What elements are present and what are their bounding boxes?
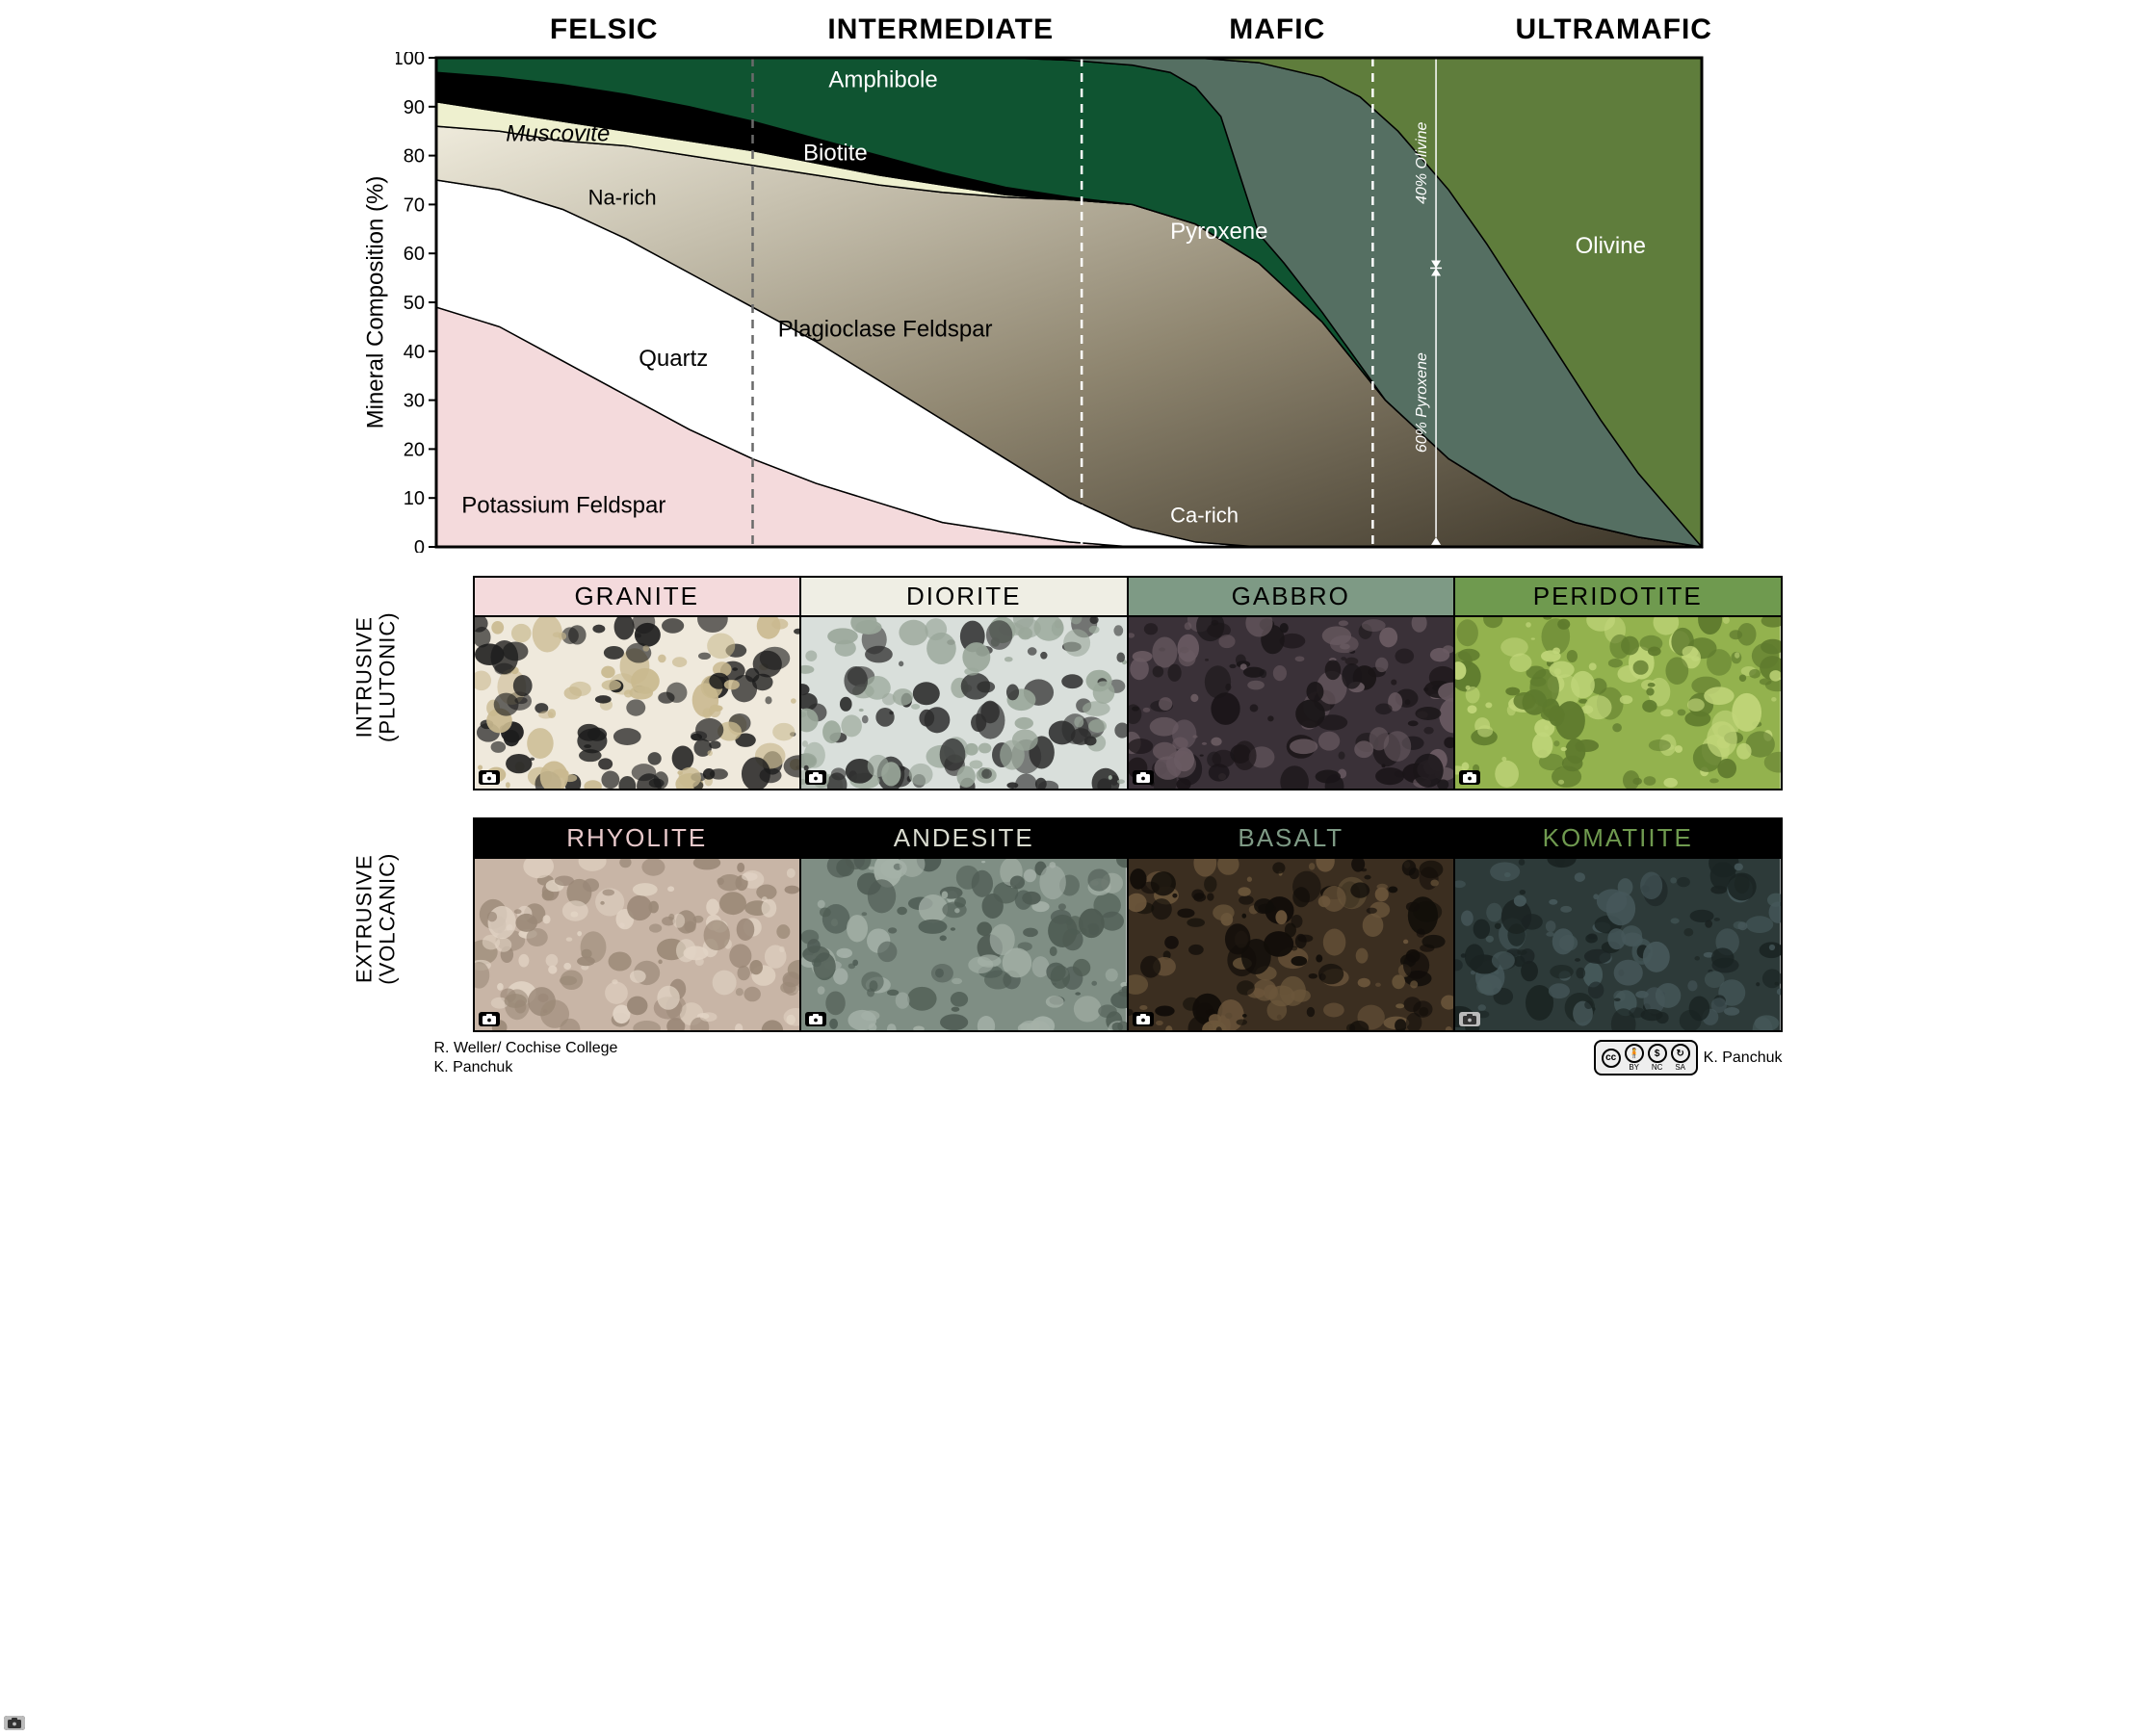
svg-text:70: 70: [403, 194, 424, 216]
rock-name: ANDESITE: [801, 819, 1127, 857]
svg-text:Potassium Feldspar: Potassium Feldspar: [461, 492, 665, 518]
rock-texture: [475, 615, 800, 789]
rock-texture: [475, 857, 800, 1030]
license-badge: cc🧍BY$NC↻SA K. Panchuk: [1594, 1040, 1783, 1075]
svg-text:Plagioclase Feldspar: Plagioclase Feldspar: [777, 317, 992, 343]
composition-header: ULTRAMAFIC: [1446, 10, 1783, 52]
rock-cell: GABBRO: [1129, 578, 1456, 789]
rock-name: PERIDOTITE: [1455, 578, 1781, 615]
camera-icon: [1133, 1012, 1154, 1026]
rock-cell: DIORITE: [801, 578, 1129, 789]
rock-texture: [1455, 615, 1781, 789]
composition-header: INTERMEDIATE: [772, 10, 1109, 52]
svg-text:Ca-rich: Ca-rich: [1170, 504, 1239, 528]
svg-text:Pyroxene: Pyroxene: [1170, 219, 1267, 245]
rock-texture: [801, 857, 1127, 1030]
camera-icon: [479, 1012, 500, 1026]
svg-text:Quartz: Quartz: [639, 346, 708, 372]
svg-text:40% Olivine: 40% Olivine: [1414, 121, 1430, 203]
rock-name: RHYOLITE: [475, 819, 800, 857]
extrusive-side-label: EXTRUSIVE(VOLCANIC): [357, 806, 396, 1032]
rock-cell: GRANITE: [475, 578, 802, 789]
rock-cell: BASALT: [1129, 819, 1456, 1030]
intrusive-side-label: INTRUSIVE(PLUTONIC): [357, 564, 396, 790]
svg-text:30: 30: [403, 391, 424, 412]
rock-cell: ANDESITE: [801, 819, 1129, 1030]
svg-text:Olivine: Olivine: [1575, 233, 1645, 259]
photo-credits: R. Weller/ Cochise CollegeK. Panchuk: [434, 1040, 618, 1078]
rock-name: BASALT: [1129, 819, 1454, 857]
rock-cell: RHYOLITE: [475, 819, 802, 1030]
composition-header: FELSIC: [436, 10, 773, 52]
composition-header: MAFIC: [1109, 10, 1447, 52]
rock-name: DIORITE: [801, 578, 1127, 615]
camera-icon: [479, 770, 500, 785]
svg-text:80: 80: [403, 146, 424, 168]
camera-icon: [1459, 770, 1480, 785]
camera-icon: [1133, 770, 1154, 785]
camera-icon: [4, 1716, 25, 1730]
svg-text:100: 100: [396, 52, 425, 69]
svg-text:10: 10: [403, 488, 424, 509]
svg-text:60: 60: [403, 244, 424, 265]
rock-name: GABBRO: [1129, 578, 1454, 615]
rock-cell: PERIDOTITE: [1455, 578, 1781, 789]
svg-text:60% Pyroxene: 60% Pyroxene: [1414, 352, 1430, 453]
svg-text:90: 90: [403, 97, 424, 118]
rock-cell: KOMATIITE: [1455, 819, 1781, 1030]
rock-texture: [801, 615, 1127, 789]
y-axis-label: Mineral Composition (%): [357, 52, 396, 553]
svg-text:Amphibole: Amphibole: [828, 66, 937, 92]
camera-icon: [805, 770, 826, 785]
svg-text:Muscovite: Muscovite: [506, 120, 610, 146]
camera-icon: [1459, 1012, 1480, 1026]
svg-text:Na-rich: Na-rich: [587, 185, 656, 209]
rock-name: KOMATIITE: [1455, 819, 1781, 857]
mineral-composition-chart: 0 10 20 30 40 50 60 70 80 90 100 Potassium Feldspar…: [396, 52, 1783, 553]
svg-text:20: 20: [403, 439, 424, 460]
rock-name: GRANITE: [475, 578, 800, 615]
svg-text:Biotite: Biotite: [803, 141, 868, 167]
svg-text:50: 50: [403, 293, 424, 314]
svg-text:40: 40: [403, 342, 424, 363]
camera-icon: [805, 1012, 826, 1026]
rock-texture: [1129, 857, 1454, 1030]
svg-text:0: 0: [413, 537, 424, 553]
rock-texture: [1129, 615, 1454, 789]
rock-texture: [1455, 857, 1781, 1030]
